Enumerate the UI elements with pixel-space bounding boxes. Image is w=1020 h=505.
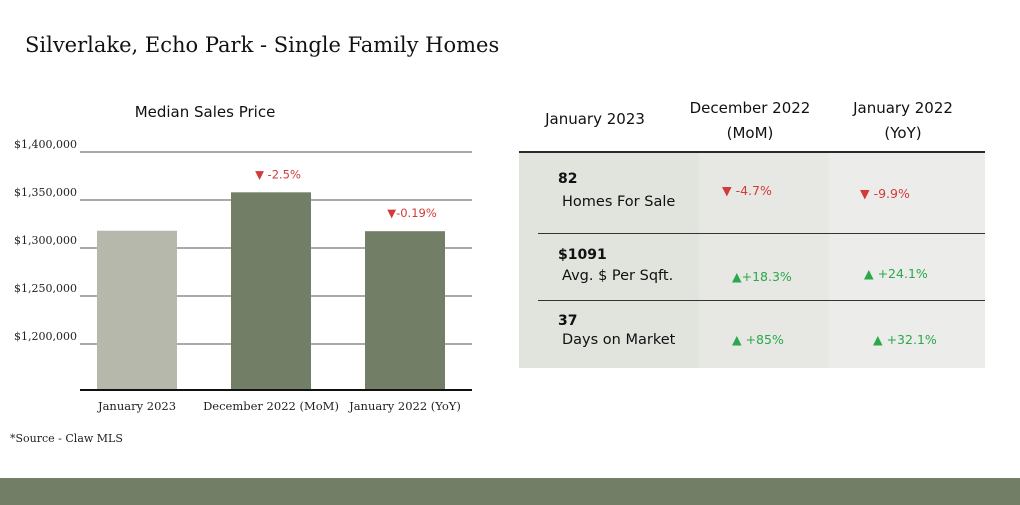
x-tick-label: January 2023	[97, 399, 176, 413]
avg-per-sqft-yoy-change: ▲ +24.1%	[864, 266, 928, 281]
source-note: *Source - Claw MLS	[10, 432, 123, 445]
y-tick-label: $1,250,000	[14, 282, 77, 295]
header-january-2022-line2: (YoY)	[884, 124, 922, 142]
median-sales-price-chart: $1,200,000 $1,250,000 $1,300,000 $1,350,000…	[14, 138, 472, 413]
x-tick-label: January 2022 (YoY)	[348, 399, 461, 413]
days-on-market-mom-change: ▲ +85%	[732, 332, 784, 347]
y-tick-label: $1,400,000	[14, 138, 77, 151]
data-label: ▼-0.19%	[387, 206, 437, 220]
y-tick-label: $1,300,000	[14, 234, 77, 247]
homes-for-sale-mom-change: ▼ -4.7%	[722, 183, 772, 198]
y-tick-label: $1,200,000	[14, 330, 77, 343]
homes-for-sale-label: Homes For Sale	[562, 194, 676, 210]
y-tick-label: $1,350,000	[14, 186, 77, 199]
header-january-2022-line1: January 2022	[853, 99, 953, 117]
table-body-background	[519, 151, 985, 368]
chart-title: Median Sales Price	[134, 103, 276, 121]
avg-per-sqft-label: Avg. $ Per Sqft.	[562, 268, 674, 284]
bar	[365, 231, 445, 390]
header-december-2022-line2: (MoM)	[726, 124, 774, 142]
days-on-market-yoy-change: ▲ +32.1%	[873, 332, 937, 347]
row-divider	[538, 233, 985, 234]
days-on-market-label: Days on Market	[562, 332, 676, 348]
page-title: Silverlake, Echo Park - Single Family Ho…	[25, 33, 500, 57]
footer-band	[0, 478, 1020, 505]
bar	[97, 230, 177, 390]
x-tick-label: December 2022 (MoM)	[203, 399, 339, 413]
data-label: ▼ -2.5%	[255, 167, 301, 181]
header-january-2023: January 2023	[545, 110, 645, 128]
row-divider	[538, 300, 985, 301]
avg-per-sqft-value: $1091	[558, 247, 607, 263]
header-december-2022-line1: December 2022	[689, 99, 811, 117]
bar	[231, 192, 311, 390]
homes-for-sale-yoy-change: ▼ -9.9%	[860, 186, 910, 201]
avg-per-sqft-mom-change: ▲+18.3%	[732, 269, 792, 284]
homes-for-sale-value: 82	[558, 171, 578, 187]
days-on-market-value: 37	[558, 313, 578, 329]
